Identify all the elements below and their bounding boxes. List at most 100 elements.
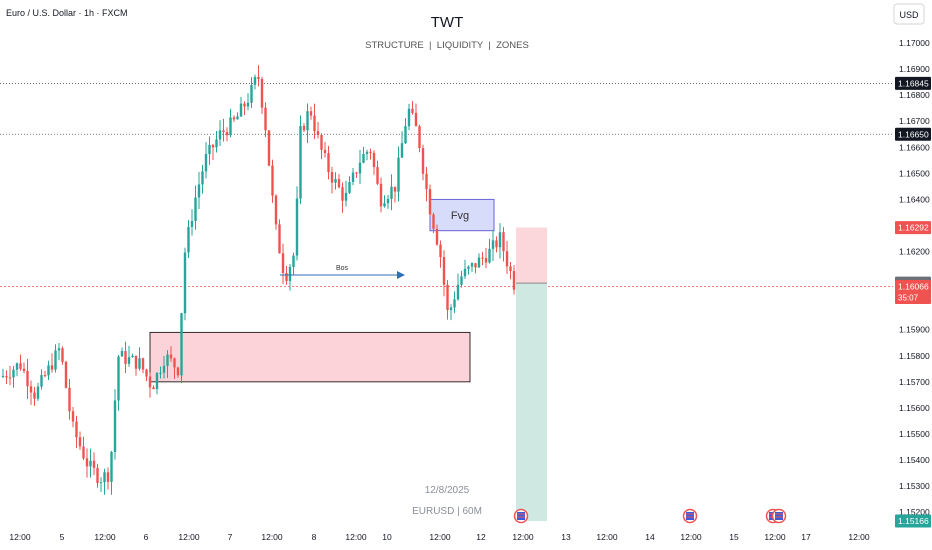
candle <box>274 194 278 230</box>
price-tick-11: 1.15600 <box>899 403 930 413</box>
candle-body <box>337 179 341 188</box>
candle <box>323 141 327 158</box>
chart-title: TWT <box>431 14 463 31</box>
candle-body <box>418 126 421 149</box>
candle-body <box>404 126 407 144</box>
us-flag-icon[interactable] <box>513 508 529 524</box>
candle <box>264 102 267 137</box>
horizontal-levels <box>0 83 893 287</box>
candle <box>337 174 341 189</box>
time-tick-10: 12:00 <box>429 532 451 542</box>
candle <box>484 247 488 269</box>
candle <box>358 149 362 185</box>
price-tick-15: 1.15200 <box>899 507 930 517</box>
candle <box>29 380 33 405</box>
candle <box>299 115 302 204</box>
candle <box>64 360 68 389</box>
zone-demand[interactable] <box>149 331 471 383</box>
candle <box>442 250 446 297</box>
symbol-info[interactable]: Euro / U.S. Dollar · 1h · FXCM <box>6 8 128 18</box>
candle <box>309 106 313 120</box>
candle-body <box>285 273 288 282</box>
candle-body <box>358 162 362 174</box>
candle <box>246 93 250 111</box>
bos-arrow[interactable] <box>280 271 405 279</box>
candle-body <box>320 134 323 150</box>
time-tick-7: 8 <box>312 532 317 542</box>
candle-body <box>278 224 281 254</box>
candle <box>372 150 376 175</box>
candle <box>222 118 225 142</box>
price-tick-4: 1.16600 <box>899 142 930 152</box>
candle <box>351 168 355 186</box>
zone-fvg[interactable] <box>429 198 495 232</box>
candle <box>89 448 92 478</box>
candle <box>99 477 103 492</box>
candle-body <box>393 186 397 192</box>
candle <box>8 365 12 386</box>
candle <box>236 112 239 120</box>
zone-reward[interactable] <box>516 283 547 522</box>
currency-button[interactable] <box>893 3 925 25</box>
time-axis[interactable]: 12:00 5 12:00 6 12:00 7 12:00 8 12:00 10 12:00 12 12… <box>9 532 870 542</box>
time-tick-6: 12:00 <box>261 532 283 542</box>
time-tick-18: 12:00 <box>764 532 786 542</box>
candle-body <box>309 111 313 116</box>
candle <box>40 369 43 390</box>
zone-risk[interactable] <box>516 227 547 284</box>
candle-body <box>488 248 491 263</box>
candle-body <box>120 351 124 357</box>
candle-body <box>498 232 502 248</box>
candle-body <box>36 386 40 399</box>
candle <box>36 382 40 401</box>
candle <box>127 345 131 367</box>
candle <box>470 262 474 272</box>
candle <box>327 145 330 180</box>
candle-body <box>64 361 68 388</box>
candle-body <box>463 268 467 277</box>
candle <box>295 186 299 261</box>
candle-body <box>246 102 250 107</box>
candle <box>33 387 36 406</box>
candle <box>15 362 19 377</box>
candle <box>141 357 145 374</box>
candle <box>428 184 432 216</box>
candle <box>194 185 197 230</box>
price-axis[interactable]: 1.17000 1.16900 1.16800 1.16700 1.16600 1.165… <box>899 38 930 517</box>
candle-body <box>173 358 176 368</box>
candle <box>369 148 372 160</box>
candle-body <box>260 78 264 108</box>
price-tag-0 <box>895 76 931 90</box>
candle <box>183 247 187 321</box>
time-tick-16: 12:00 <box>680 532 702 542</box>
candle <box>463 259 467 279</box>
candle-body <box>236 116 239 120</box>
candle-body <box>176 367 180 376</box>
price-tick-13: 1.15400 <box>899 455 930 465</box>
candle <box>85 448 89 478</box>
candle-body <box>425 173 428 190</box>
candle <box>250 77 253 108</box>
candle-body <box>26 371 29 387</box>
flag-field <box>775 512 783 520</box>
candle-body <box>365 151 369 154</box>
candle-body <box>267 130 271 166</box>
candle <box>82 436 85 461</box>
price-tag-label-4: 1.16066 <box>898 281 929 291</box>
time-tick-11: 12 <box>476 532 486 542</box>
candle <box>425 166 428 202</box>
candle-body <box>299 125 302 199</box>
candle <box>197 171 201 210</box>
price-tag-4 <box>895 279 931 304</box>
candle <box>341 182 344 213</box>
candle-body <box>117 356 120 401</box>
candle <box>225 127 229 142</box>
candle-body <box>470 263 474 267</box>
candle-body <box>383 203 386 207</box>
candle <box>19 354 22 371</box>
candle <box>467 265 470 275</box>
us-flag-icon[interactable] <box>682 508 698 524</box>
us-flag-icon[interactable] <box>771 508 787 524</box>
candle-body <box>512 270 516 290</box>
